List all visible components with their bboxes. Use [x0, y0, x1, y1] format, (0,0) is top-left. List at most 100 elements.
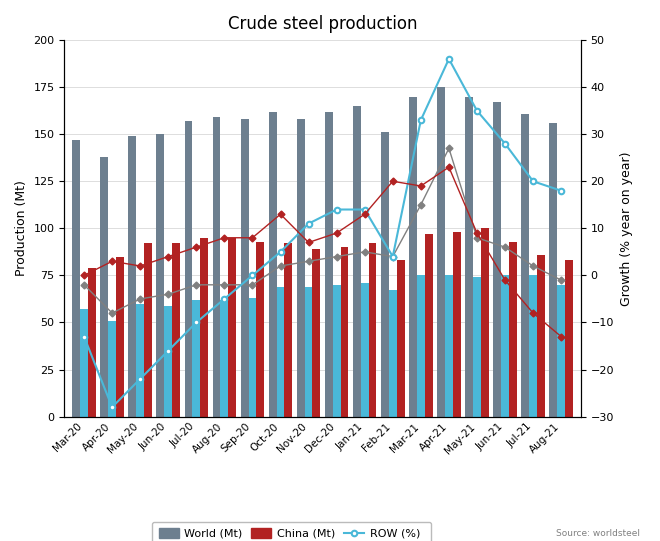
Bar: [445, 275, 453, 417]
Bar: [353, 106, 361, 417]
Bar: [213, 117, 220, 417]
Bar: [156, 134, 164, 417]
ROW (%): [333, 206, 341, 213]
China (%): [192, 244, 200, 250]
ROW (%): [389, 253, 397, 260]
World (%): [417, 202, 425, 208]
Bar: [144, 243, 152, 417]
Title: Crude steel production: Crude steel production: [228, 15, 417, 33]
Bar: [529, 275, 537, 417]
Bar: [437, 87, 445, 417]
Bar: [164, 306, 172, 417]
ROW (%): [305, 220, 313, 227]
World (%): [557, 277, 565, 283]
Bar: [88, 268, 96, 417]
China (%): [136, 263, 144, 269]
Bar: [417, 275, 425, 417]
Bar: [537, 255, 545, 417]
Bar: [72, 140, 80, 417]
Bar: [333, 285, 341, 417]
Bar: [409, 97, 417, 417]
Bar: [312, 249, 320, 417]
Y-axis label: Production (Mt): Production (Mt): [15, 180, 28, 276]
Bar: [297, 119, 305, 417]
Bar: [389, 291, 397, 417]
Bar: [100, 157, 108, 417]
World (%): [361, 249, 369, 255]
ROW (%): [361, 206, 369, 213]
Line: ROW (%): ROW (%): [81, 56, 564, 410]
Bar: [284, 243, 292, 417]
ROW (%): [248, 272, 256, 279]
China (%): [305, 239, 313, 246]
World (%): [277, 263, 284, 269]
World (%): [248, 281, 256, 288]
Bar: [220, 300, 228, 417]
ROW (%): [417, 117, 425, 123]
World (%): [529, 263, 537, 269]
World (%): [333, 253, 341, 260]
Bar: [185, 121, 192, 417]
Bar: [565, 260, 573, 417]
China (%): [164, 253, 172, 260]
China (%): [417, 183, 425, 189]
China (%): [220, 234, 228, 241]
World (%): [108, 310, 116, 316]
Bar: [481, 228, 489, 417]
China (%): [333, 230, 341, 236]
Bar: [277, 287, 284, 417]
China (%): [389, 178, 397, 184]
Bar: [473, 278, 481, 417]
ROW (%): [220, 296, 228, 302]
World (%): [164, 291, 172, 298]
ROW (%): [529, 178, 537, 184]
China (%): [529, 310, 537, 316]
Bar: [80, 309, 88, 417]
Bar: [256, 241, 264, 417]
Line: World (%): World (%): [82, 146, 564, 315]
World (%): [80, 281, 88, 288]
ROW (%): [501, 141, 509, 147]
Legend: World (Mt), ROW (Mt), China (Mt), World (%), ROW (%), China (%): World (Mt), ROW (Mt), China (Mt), World …: [152, 522, 431, 541]
Bar: [465, 97, 473, 417]
Text: Source: worldsteel: Source: worldsteel: [556, 529, 640, 538]
Bar: [172, 243, 180, 417]
China (%): [557, 333, 565, 340]
Bar: [521, 114, 529, 417]
ROW (%): [473, 108, 481, 114]
Bar: [493, 102, 501, 417]
World (%): [305, 258, 313, 265]
World (%): [136, 296, 144, 302]
ROW (%): [164, 347, 172, 354]
Bar: [108, 321, 116, 417]
Bar: [192, 300, 200, 417]
World (%): [389, 253, 397, 260]
World (%): [220, 281, 228, 288]
Bar: [397, 260, 405, 417]
ROW (%): [557, 187, 565, 194]
China (%): [277, 211, 284, 217]
Y-axis label: Growth (% year on year): Growth (% year on year): [620, 151, 632, 306]
Bar: [453, 232, 461, 417]
ROW (%): [277, 249, 284, 255]
ROW (%): [108, 404, 116, 411]
Bar: [116, 256, 124, 417]
Bar: [361, 283, 369, 417]
World (%): [501, 244, 509, 250]
Bar: [269, 111, 277, 417]
ROW (%): [136, 375, 144, 382]
Bar: [425, 234, 432, 417]
Bar: [509, 241, 517, 417]
Bar: [557, 285, 565, 417]
World (%): [445, 145, 453, 151]
Bar: [325, 111, 333, 417]
China (%): [501, 277, 509, 283]
Bar: [501, 275, 509, 417]
China (%): [361, 211, 369, 217]
Bar: [341, 247, 348, 417]
China (%): [108, 258, 116, 265]
Bar: [305, 287, 312, 417]
Bar: [369, 243, 376, 417]
Line: China (%): China (%): [82, 165, 564, 339]
China (%): [473, 230, 481, 236]
